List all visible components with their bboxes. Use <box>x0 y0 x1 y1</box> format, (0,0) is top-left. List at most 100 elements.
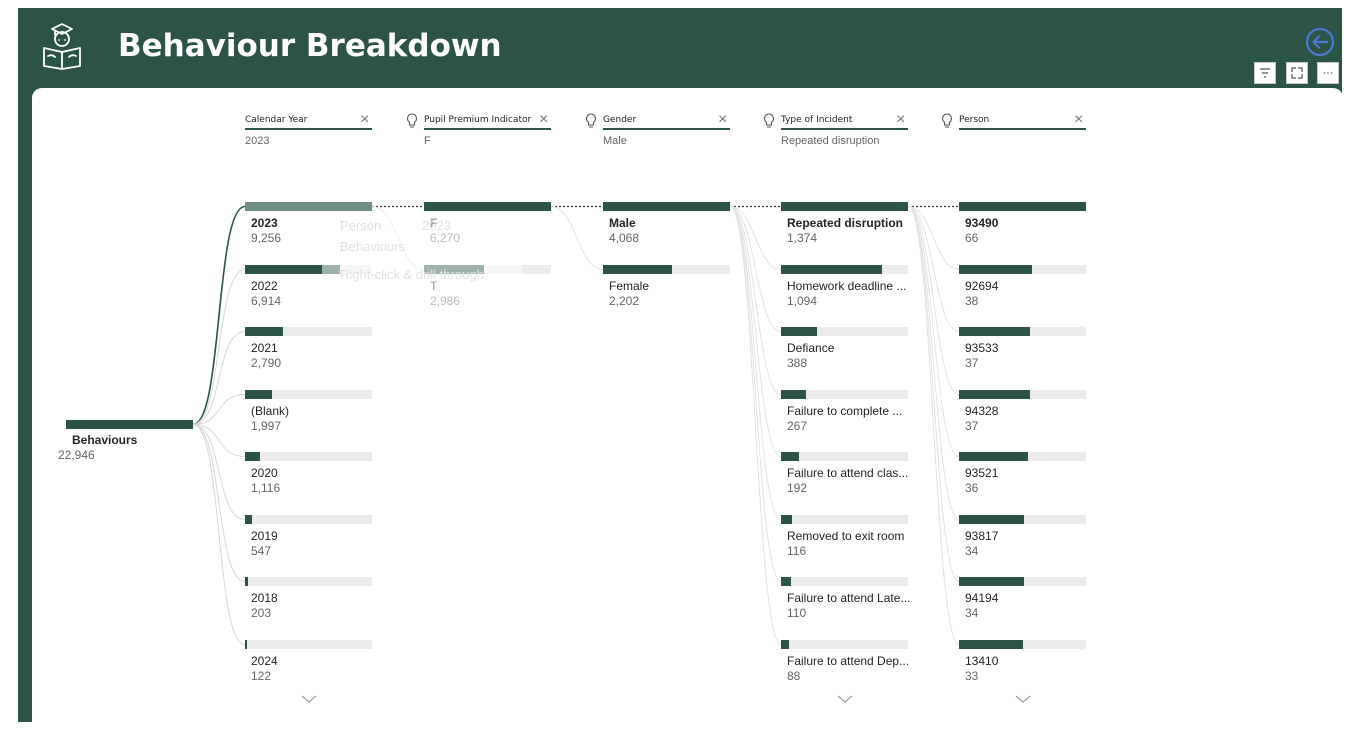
node-label: Failure to complete ... <box>787 404 903 418</box>
node-bar-0-2[interactable] <box>245 327 372 336</box>
level-header-underline <box>245 128 372 130</box>
level-selected-value: F <box>424 135 431 147</box>
lightbulb-icon[interactable] <box>406 113 418 129</box>
root-bar-fill <box>66 420 193 429</box>
lightbulb-icon[interactable] <box>941 113 953 129</box>
node-value: 116 <box>787 544 807 558</box>
back-arrow-icon[interactable] <box>1305 27 1335 57</box>
node-label: 13410 <box>965 654 999 668</box>
remove-level-icon[interactable]: × <box>896 111 906 128</box>
node-bar-4-4[interactable] <box>959 452 1086 461</box>
more-options-button[interactable]: ··· <box>1317 62 1339 84</box>
remove-level-icon[interactable]: × <box>539 111 549 128</box>
node-label: 93533 <box>965 341 999 355</box>
node-value: 34 <box>965 606 979 620</box>
node-bar-4-3[interactable] <box>959 390 1086 399</box>
node-bar-3-0[interactable] <box>781 202 908 211</box>
node-label: 2020 <box>251 466 278 480</box>
level-selected-value: Male <box>603 135 627 147</box>
tooltip-line-measure: Behaviours <box>340 239 406 254</box>
node-bar-0-0[interactable] <box>245 202 372 211</box>
focus-mode-icon <box>1291 67 1303 79</box>
node-bar-3-0-fill <box>781 202 908 211</box>
node-label: 92694 <box>965 279 999 293</box>
node-bar-3-2-fill <box>781 327 817 336</box>
remove-level-icon[interactable]: × <box>360 111 370 128</box>
node-value: 6,914 <box>251 294 282 308</box>
node-bar-0-1[interactable] <box>245 265 372 274</box>
node-label: 2023 <box>251 216 278 230</box>
level-header-underline <box>424 128 551 130</box>
node-bar-4-0-fill <box>959 202 1086 211</box>
level-header-label: Calendar Year <box>245 115 308 125</box>
root-bar[interactable] <box>66 420 193 429</box>
node-bar-3-1[interactable] <box>781 265 908 274</box>
lightbulb-icon[interactable] <box>585 113 597 129</box>
node-bar-0-6[interactable] <box>245 577 372 586</box>
node-bar-0-5[interactable] <box>245 515 372 524</box>
node-label: 93817 <box>965 529 999 543</box>
node-bar-3-6-fill <box>781 577 791 586</box>
level-header-4[interactable]: Person × <box>942 111 1086 155</box>
level-header-1[interactable]: Pupil Premium Indicator × F <box>407 111 551 155</box>
node-value: 1,116 <box>251 481 281 495</box>
level-header-label: Person <box>959 115 990 125</box>
level-header-label: Gender <box>603 115 637 125</box>
node-bar-0-3[interactable] <box>245 390 372 399</box>
node-value: 1,374 <box>787 231 818 245</box>
node-value: 9,256 <box>251 231 282 245</box>
lightbulb-icon[interactable] <box>763 113 775 129</box>
node-bar-4-6[interactable] <box>959 577 1086 586</box>
node-value: 122 <box>251 669 272 683</box>
node-bar-0-4[interactable] <box>245 452 372 461</box>
node-label: Male <box>609 216 636 230</box>
node-bar-0-3-fill <box>245 390 272 399</box>
node-bar-3-5[interactable] <box>781 515 908 524</box>
node-label: Repeated disruption <box>787 216 904 230</box>
chevron-down-icon[interactable] <box>1014 693 1032 705</box>
node-label: 2021 <box>251 341 278 355</box>
remove-level-icon[interactable]: × <box>718 111 728 128</box>
node-bar-4-7[interactable] <box>959 640 1086 649</box>
node-value: 203 <box>251 606 272 620</box>
level-header-0[interactable]: Calendar Year × 2023 <box>245 111 372 155</box>
node-bar-0-4-fill <box>245 452 260 461</box>
filter-button[interactable] <box>1254 62 1276 84</box>
level-header-label: Type of Incident <box>781 115 853 125</box>
level-header-3[interactable]: Type of Incident × Repeated disruption <box>764 111 908 155</box>
node-value: 2,790 <box>251 356 282 370</box>
level-header-label: Pupil Premium Indicator <box>424 115 532 125</box>
node-bar-0-7[interactable] <box>245 640 372 649</box>
node-bar-0-7-fill <box>245 640 247 649</box>
chevron-down-icon[interactable] <box>836 693 854 705</box>
node-bar-2-0[interactable] <box>603 202 730 211</box>
level-header-underline <box>603 128 730 130</box>
node-bar-1-0-fill <box>424 202 551 211</box>
node-value: 36 <box>965 481 979 495</box>
node-bar-4-0[interactable] <box>959 202 1086 211</box>
node-bar-4-1[interactable] <box>959 265 1086 274</box>
chevron-down-icon[interactable] <box>300 693 318 705</box>
node-bar-3-2[interactable] <box>781 327 908 336</box>
node-bar-3-4[interactable] <box>781 452 908 461</box>
node-label: 94194 <box>965 591 999 605</box>
node-value: 110 <box>787 606 807 620</box>
level-header-2[interactable]: Gender × Male <box>586 111 730 155</box>
node-bar-4-1-fill <box>959 265 1032 274</box>
focus-mode-button[interactable] <box>1286 62 1308 84</box>
level-selected-value: 2023 <box>245 135 270 147</box>
node-bar-0-0-fill <box>245 202 372 211</box>
node-bar-3-7[interactable] <box>781 640 908 649</box>
level-header-underline <box>959 128 1086 130</box>
node-bar-3-6[interactable] <box>781 577 908 586</box>
node-value: 66 <box>965 231 979 245</box>
node-label: Failure to attend Dep... <box>787 654 910 668</box>
node-bar-1-0[interactable] <box>424 202 551 211</box>
remove-level-icon[interactable]: × <box>1074 111 1084 128</box>
node-label: Homework deadline ... <box>787 279 907 293</box>
node-bar-4-2[interactable] <box>959 327 1086 336</box>
root-label: Behaviours <box>72 433 138 447</box>
node-bar-2-1[interactable] <box>603 265 730 274</box>
node-bar-4-5[interactable] <box>959 515 1086 524</box>
node-bar-3-3[interactable] <box>781 390 908 399</box>
